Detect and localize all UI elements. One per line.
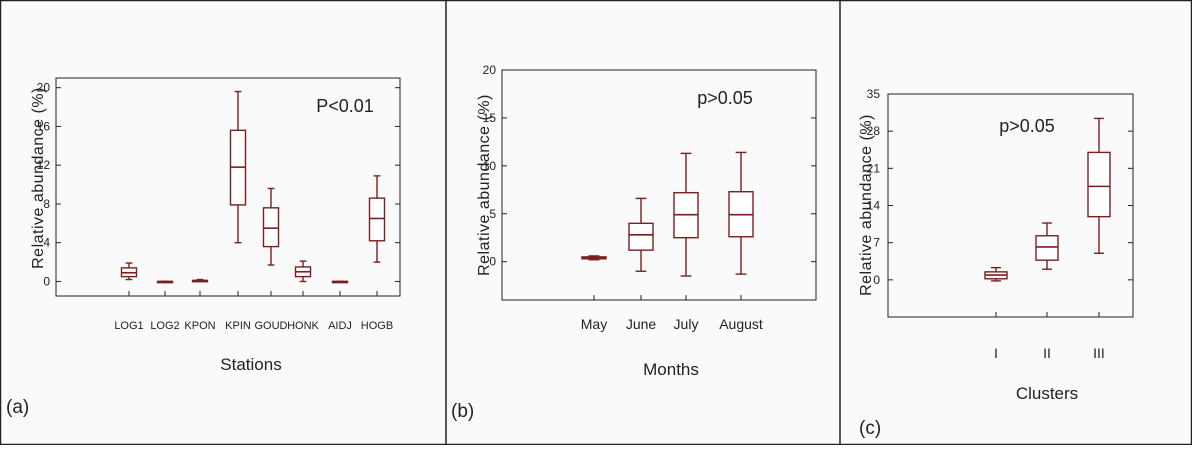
- box-iii: [1087, 117, 1111, 254]
- y-tick-label: 20: [37, 81, 51, 95]
- category-label: June: [626, 316, 657, 332]
- x-axis-label: Stations: [220, 355, 281, 374]
- panel-label: (b): [451, 401, 474, 422]
- box-hogb: [368, 175, 386, 263]
- plot-frame: [501, 69, 817, 301]
- box-aidj: [331, 280, 349, 284]
- plot-frame: [55, 77, 401, 297]
- panel-2: 0 5 10 15 20 May June July August Relative abunda…: [451, 63, 817, 422]
- y-tick-label: 28: [867, 124, 881, 138]
- y-tick-label: 16: [37, 119, 51, 133]
- x-axis-label: Months: [643, 360, 699, 379]
- y-tick-label: 4: [43, 236, 50, 250]
- significance-annotation: p>0.05: [697, 88, 753, 108]
- box-iqr: [628, 222, 654, 251]
- box-iqr: [262, 207, 280, 248]
- category-label: HOGB: [361, 320, 393, 332]
- y-tick-label: 15: [483, 111, 497, 125]
- panel-label: (a): [6, 397, 29, 418]
- category-label: August: [719, 316, 763, 332]
- y-axis-label: Relative abundance (%): [858, 114, 875, 296]
- box-july: [673, 152, 699, 277]
- box-kpin: [229, 90, 247, 244]
- y-axis-label: Relative abundance (%): [476, 94, 493, 276]
- y-axis-label: Relative abundance (%): [30, 87, 47, 269]
- y-tick-label: 0: [43, 274, 50, 288]
- category-label: III: [1093, 345, 1105, 361]
- box-iqr: [1035, 235, 1059, 261]
- y-tick-label: 7: [873, 236, 880, 250]
- panel-1: 0 4 8 12 16 20 LOG1 LOG2 KPON KPIN GOUD HONK AIDJ HOG…: [6, 77, 401, 418]
- y-tick-label: 12: [37, 158, 51, 172]
- category-label: LOG2: [150, 320, 179, 332]
- box-iqr: [1087, 151, 1111, 218]
- box-june: [628, 197, 654, 272]
- box-kpon: [191, 278, 209, 283]
- category-label: KPIN: [225, 320, 251, 332]
- box-honk: [294, 260, 312, 283]
- category-label: KPON: [184, 320, 215, 332]
- category-label: HONK: [287, 320, 319, 332]
- category-label: AIDJ: [328, 320, 352, 332]
- y-tick-label: 20: [483, 63, 497, 77]
- y-tick-label: 14: [867, 199, 881, 213]
- significance-annotation: p>0.05: [999, 116, 1055, 136]
- box-ii: [1035, 222, 1059, 270]
- y-tick-label: 8: [43, 197, 50, 211]
- y-tick-label: 10: [483, 159, 497, 173]
- box-log1: [120, 262, 138, 281]
- category-label: GOUD: [255, 320, 288, 332]
- category-label: July: [674, 316, 699, 332]
- box-i: [984, 266, 1008, 282]
- box-iqr: [368, 197, 386, 242]
- y-tick-label: 5: [489, 207, 496, 221]
- y-tick-label: 35: [867, 87, 881, 101]
- box-log2: [156, 280, 174, 284]
- category-label: II: [1043, 345, 1051, 361]
- box-august: [728, 151, 754, 275]
- y-tick-label: 0: [489, 255, 496, 269]
- category-label: LOG1: [114, 320, 143, 332]
- box-may: [581, 255, 607, 261]
- box-goud: [262, 187, 280, 266]
- y-tick-label: 21: [867, 161, 881, 175]
- y-tick-label: 0: [873, 273, 880, 287]
- x-axis-label: Clusters: [1016, 384, 1078, 403]
- panel-label: (c): [859, 418, 881, 439]
- category-label: May: [581, 316, 607, 332]
- category-label: I: [994, 345, 998, 361]
- significance-annotation: P<0.01: [316, 96, 374, 116]
